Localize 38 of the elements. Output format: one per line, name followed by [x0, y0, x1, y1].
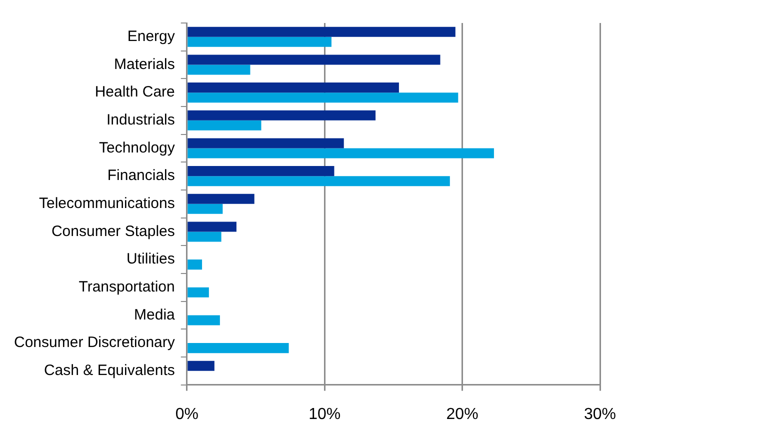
bar — [188, 54, 440, 65]
bar — [188, 138, 344, 148]
y-tick-label: Financials — [107, 167, 175, 184]
y-tick-label: Telecommunications — [38, 195, 175, 212]
bar — [188, 82, 399, 93]
bar — [188, 287, 209, 298]
bar — [188, 194, 254, 204]
y-tick-label: Health Care — [94, 84, 175, 101]
bar — [188, 176, 450, 186]
bar — [188, 232, 222, 242]
bar — [188, 110, 376, 120]
bar — [188, 260, 202, 270]
y-tick-label: Transportation — [78, 278, 175, 296]
bar — [188, 148, 494, 158]
bar — [188, 315, 220, 326]
bar — [188, 343, 289, 354]
y-tick-label: Industrials — [106, 112, 175, 129]
y-tick-label: Materials — [114, 56, 175, 73]
bar — [188, 26, 456, 37]
bar — [188, 360, 214, 371]
y-tick-label: Consumer Staples — [51, 222, 175, 240]
x-tick-label: 30% — [584, 406, 616, 423]
x-tick-label: 0% — [175, 406, 198, 423]
y-tick-label: Technology — [98, 139, 176, 156]
y-tick-label: Consumer Discretionary — [14, 334, 176, 352]
bar — [188, 166, 334, 176]
bar — [188, 92, 458, 103]
y-tick-label: Cash & Equivalents — [44, 362, 175, 380]
y-tick-label: Utilities — [126, 250, 175, 268]
y-tick-label: Media — [134, 306, 176, 324]
x-tick-label: 20% — [446, 406, 478, 423]
bar — [188, 222, 236, 232]
y-tick-label: Energy — [127, 28, 176, 46]
bar — [188, 64, 250, 75]
x-tick-label: 10% — [308, 406, 341, 423]
bar — [188, 120, 262, 130]
bar — [188, 36, 332, 47]
bar — [188, 204, 223, 214]
